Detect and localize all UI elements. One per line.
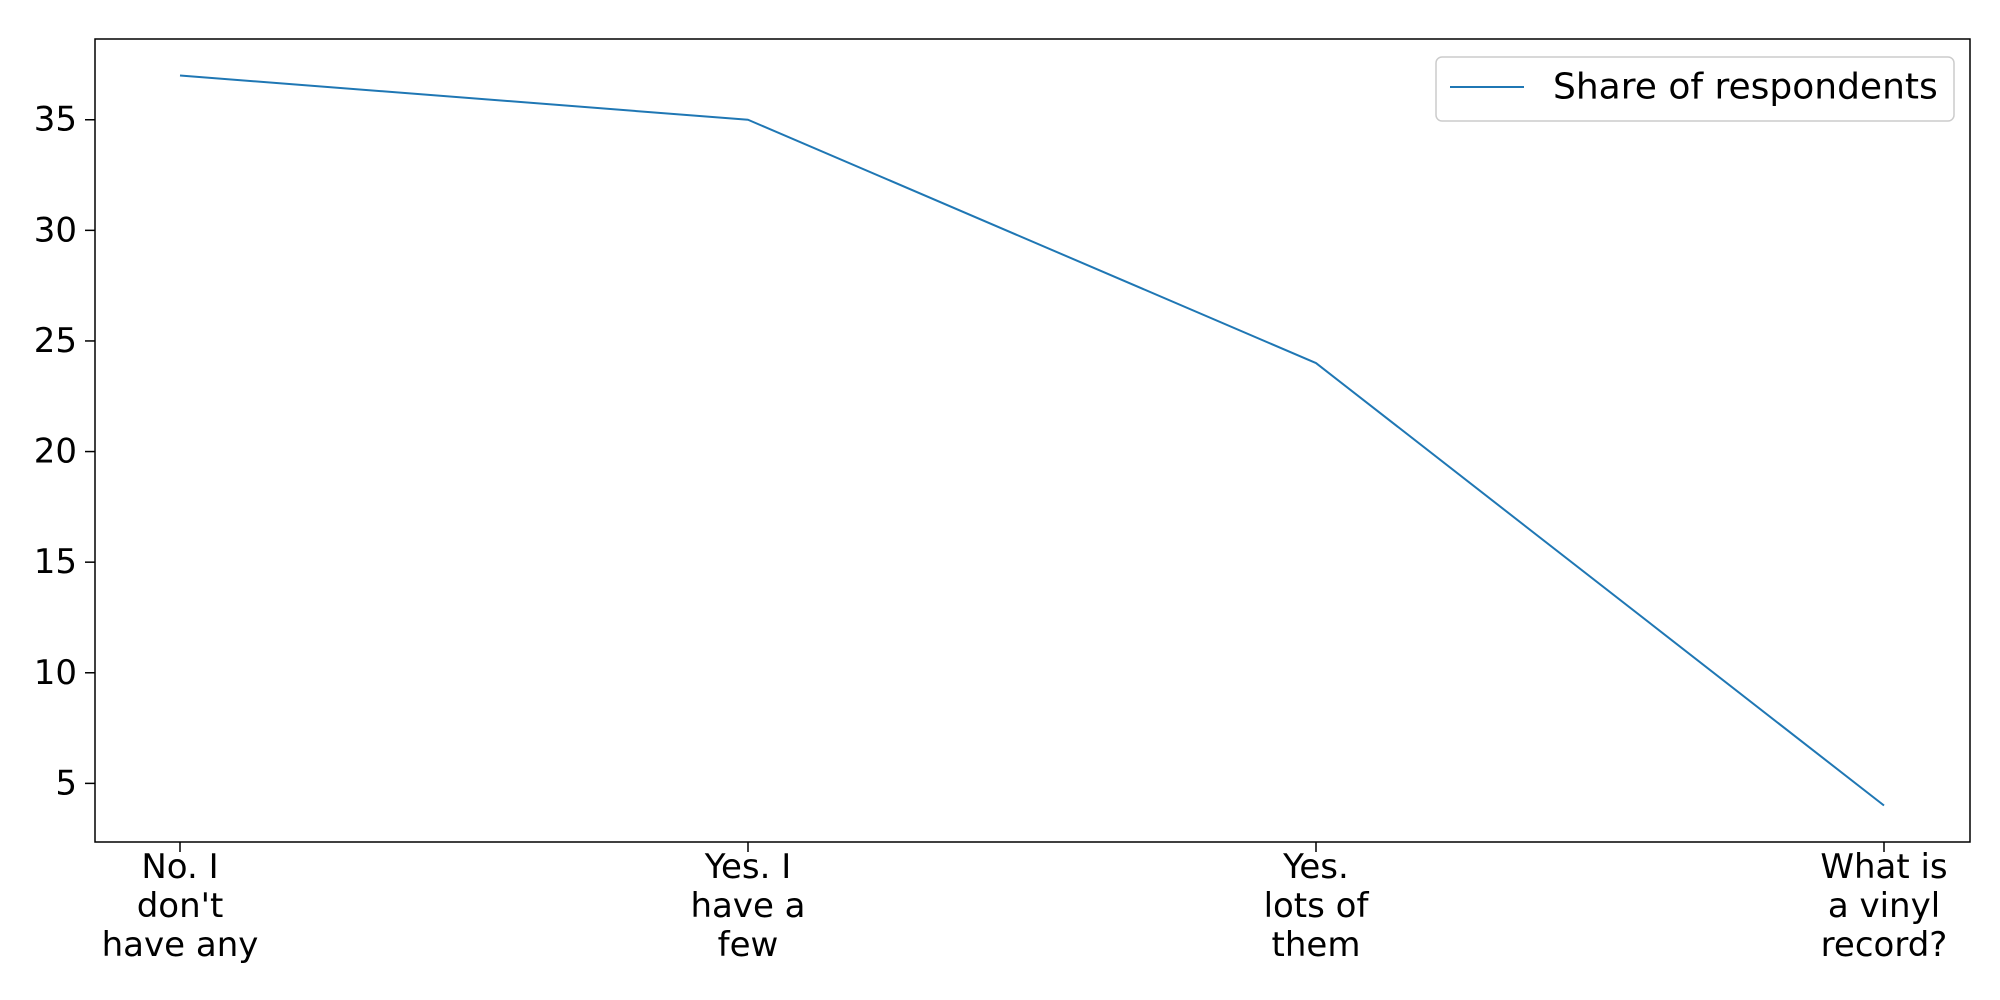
series-layer [179, 74, 1885, 807]
x-tick-label-line: them [1272, 925, 1361, 965]
x-tick-label: What is a vinyl record? [1820, 847, 1947, 965]
x-tick-label-line: Yes. I [704, 847, 792, 887]
x-tick-label-line: a vinyl [1828, 886, 1940, 926]
x-tick-label: Yes. lots of them [1264, 847, 1370, 965]
x-tick-label-line: don't [137, 886, 224, 926]
y-tick-label: 20 [34, 432, 77, 472]
legend-box [1435, 56, 1955, 122]
x-tick-label-line: No. I [141, 847, 218, 887]
y-tick-label: 15 [34, 542, 77, 582]
plot-area [94, 38, 1971, 843]
y-tick-label: 10 [34, 653, 77, 693]
plot-frame [94, 38, 1971, 843]
y-tick-label: 5 [55, 763, 77, 803]
x-tick-label-line: lots of [1264, 886, 1370, 926]
x-tick-label-line: have any [102, 925, 259, 965]
x-tick-label-line: few [718, 925, 779, 965]
x-tick-label-line: record? [1821, 925, 1948, 965]
x-tick-label-line: Yes. [1282, 847, 1349, 887]
x-tick-label-line: have a [690, 886, 805, 926]
y-tick-label: 25 [34, 321, 77, 361]
legend-label: Share of respondents [1553, 67, 1938, 108]
y-tick-label: 35 [34, 100, 77, 140]
x-tick-label-line: What is [1820, 847, 1947, 887]
series-line-0 [179, 74, 1885, 807]
y-axis: 5 10 15 20 25 30 35 [34, 100, 95, 803]
y-tick-label: 30 [34, 210, 77, 250]
legend: Share of respondents [1435, 56, 1955, 122]
